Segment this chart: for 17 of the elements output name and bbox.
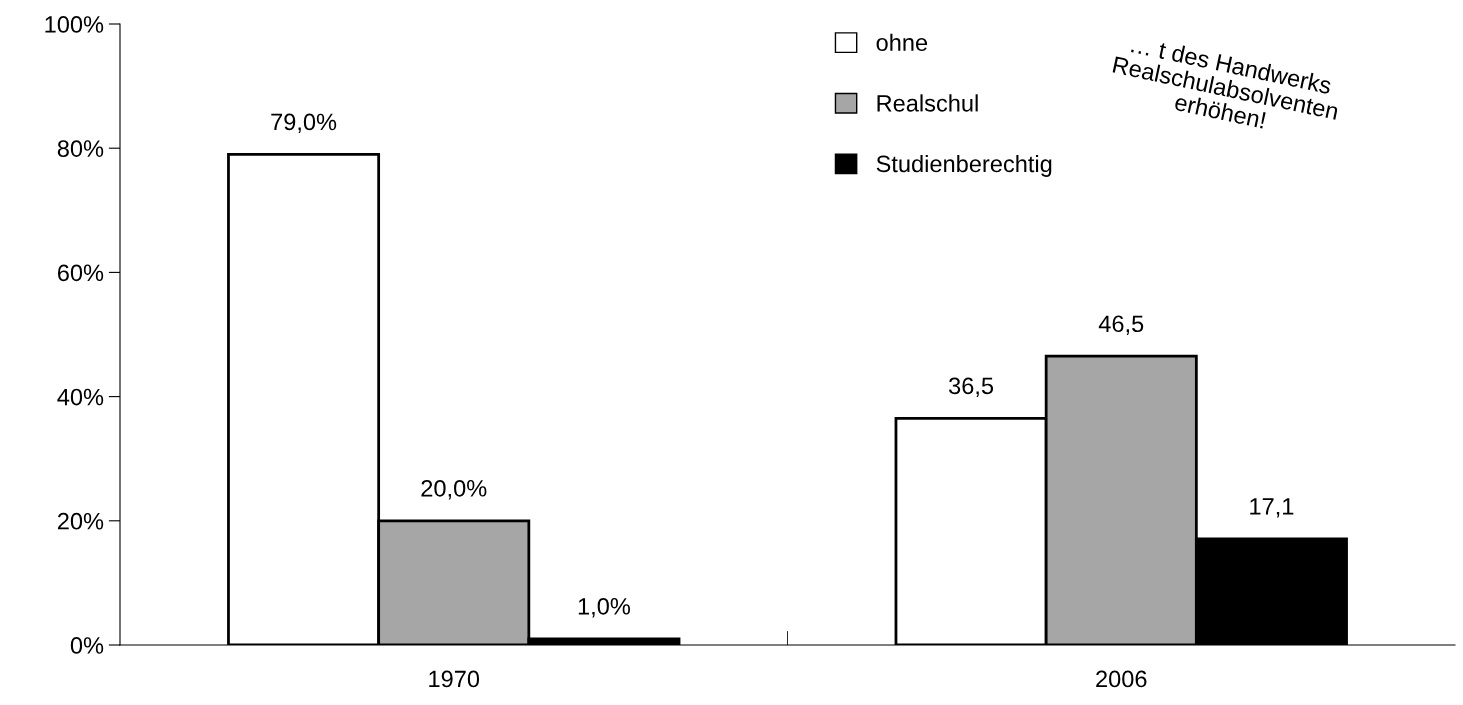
data-label: 36,5	[948, 377, 994, 398]
data-label: 79,0%	[271, 113, 337, 134]
data-label: 20,0%	[421, 479, 487, 500]
y-tick-label: 40%	[57, 388, 104, 406]
x-tick-label: 2006	[1096, 670, 1147, 688]
legend-label: Studienberechtig	[876, 154, 1052, 177]
x-tick-label: 1970	[429, 670, 480, 688]
data-label: 1,0%	[578, 597, 631, 618]
y-tick-label: 100%	[45, 16, 104, 33]
y-tick-label: 60%	[57, 264, 104, 282]
y-tick-label: 80%	[57, 140, 104, 157]
y-tick-label: 0%	[70, 637, 104, 654]
data-label: 17,1	[1250, 498, 1294, 518]
data-label: 46,5	[1098, 315, 1144, 335]
legend-label: ohne	[876, 33, 928, 52]
legend-label: Realschul	[877, 94, 978, 112]
y-tick-label: 20%	[57, 512, 104, 530]
